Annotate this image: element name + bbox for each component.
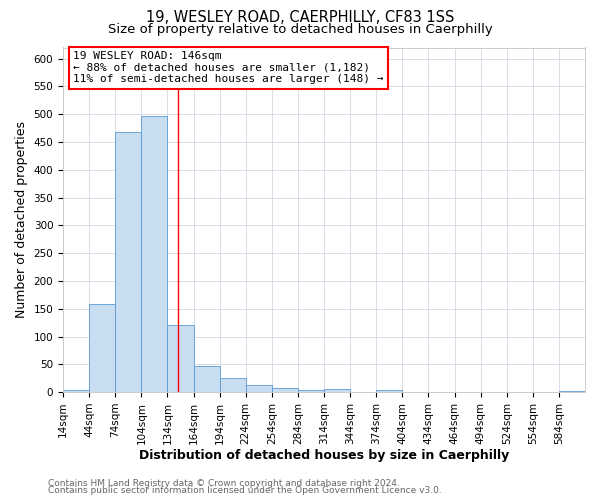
Text: Contains public sector information licensed under the Open Government Licence v3: Contains public sector information licen… [48,486,442,495]
Text: 19, WESLEY ROAD, CAERPHILLY, CF83 1SS: 19, WESLEY ROAD, CAERPHILLY, CF83 1SS [146,10,454,25]
Bar [142,116,167,392]
Text: 19 WESLEY ROAD: 146sqm
← 88% of detached houses are smaller (1,182)
11% of semi-: 19 WESLEY ROAD: 146sqm ← 88% of detached… [73,51,384,84]
Bar [63,390,89,392]
Bar [167,326,194,392]
Bar [246,385,272,392]
Text: Contains HM Land Registry data © Crown copyright and database right 2024.: Contains HM Land Registry data © Crown c… [48,478,400,488]
Bar [272,388,298,392]
Bar [376,390,403,392]
Bar [89,304,115,392]
Bar [324,390,350,392]
Bar [115,132,142,392]
Bar [194,366,220,392]
Bar [220,378,246,392]
X-axis label: Distribution of detached houses by size in Caerphilly: Distribution of detached houses by size … [139,450,509,462]
Text: Size of property relative to detached houses in Caerphilly: Size of property relative to detached ho… [107,22,493,36]
Bar [559,391,585,392]
Bar [298,390,324,392]
Y-axis label: Number of detached properties: Number of detached properties [15,122,28,318]
